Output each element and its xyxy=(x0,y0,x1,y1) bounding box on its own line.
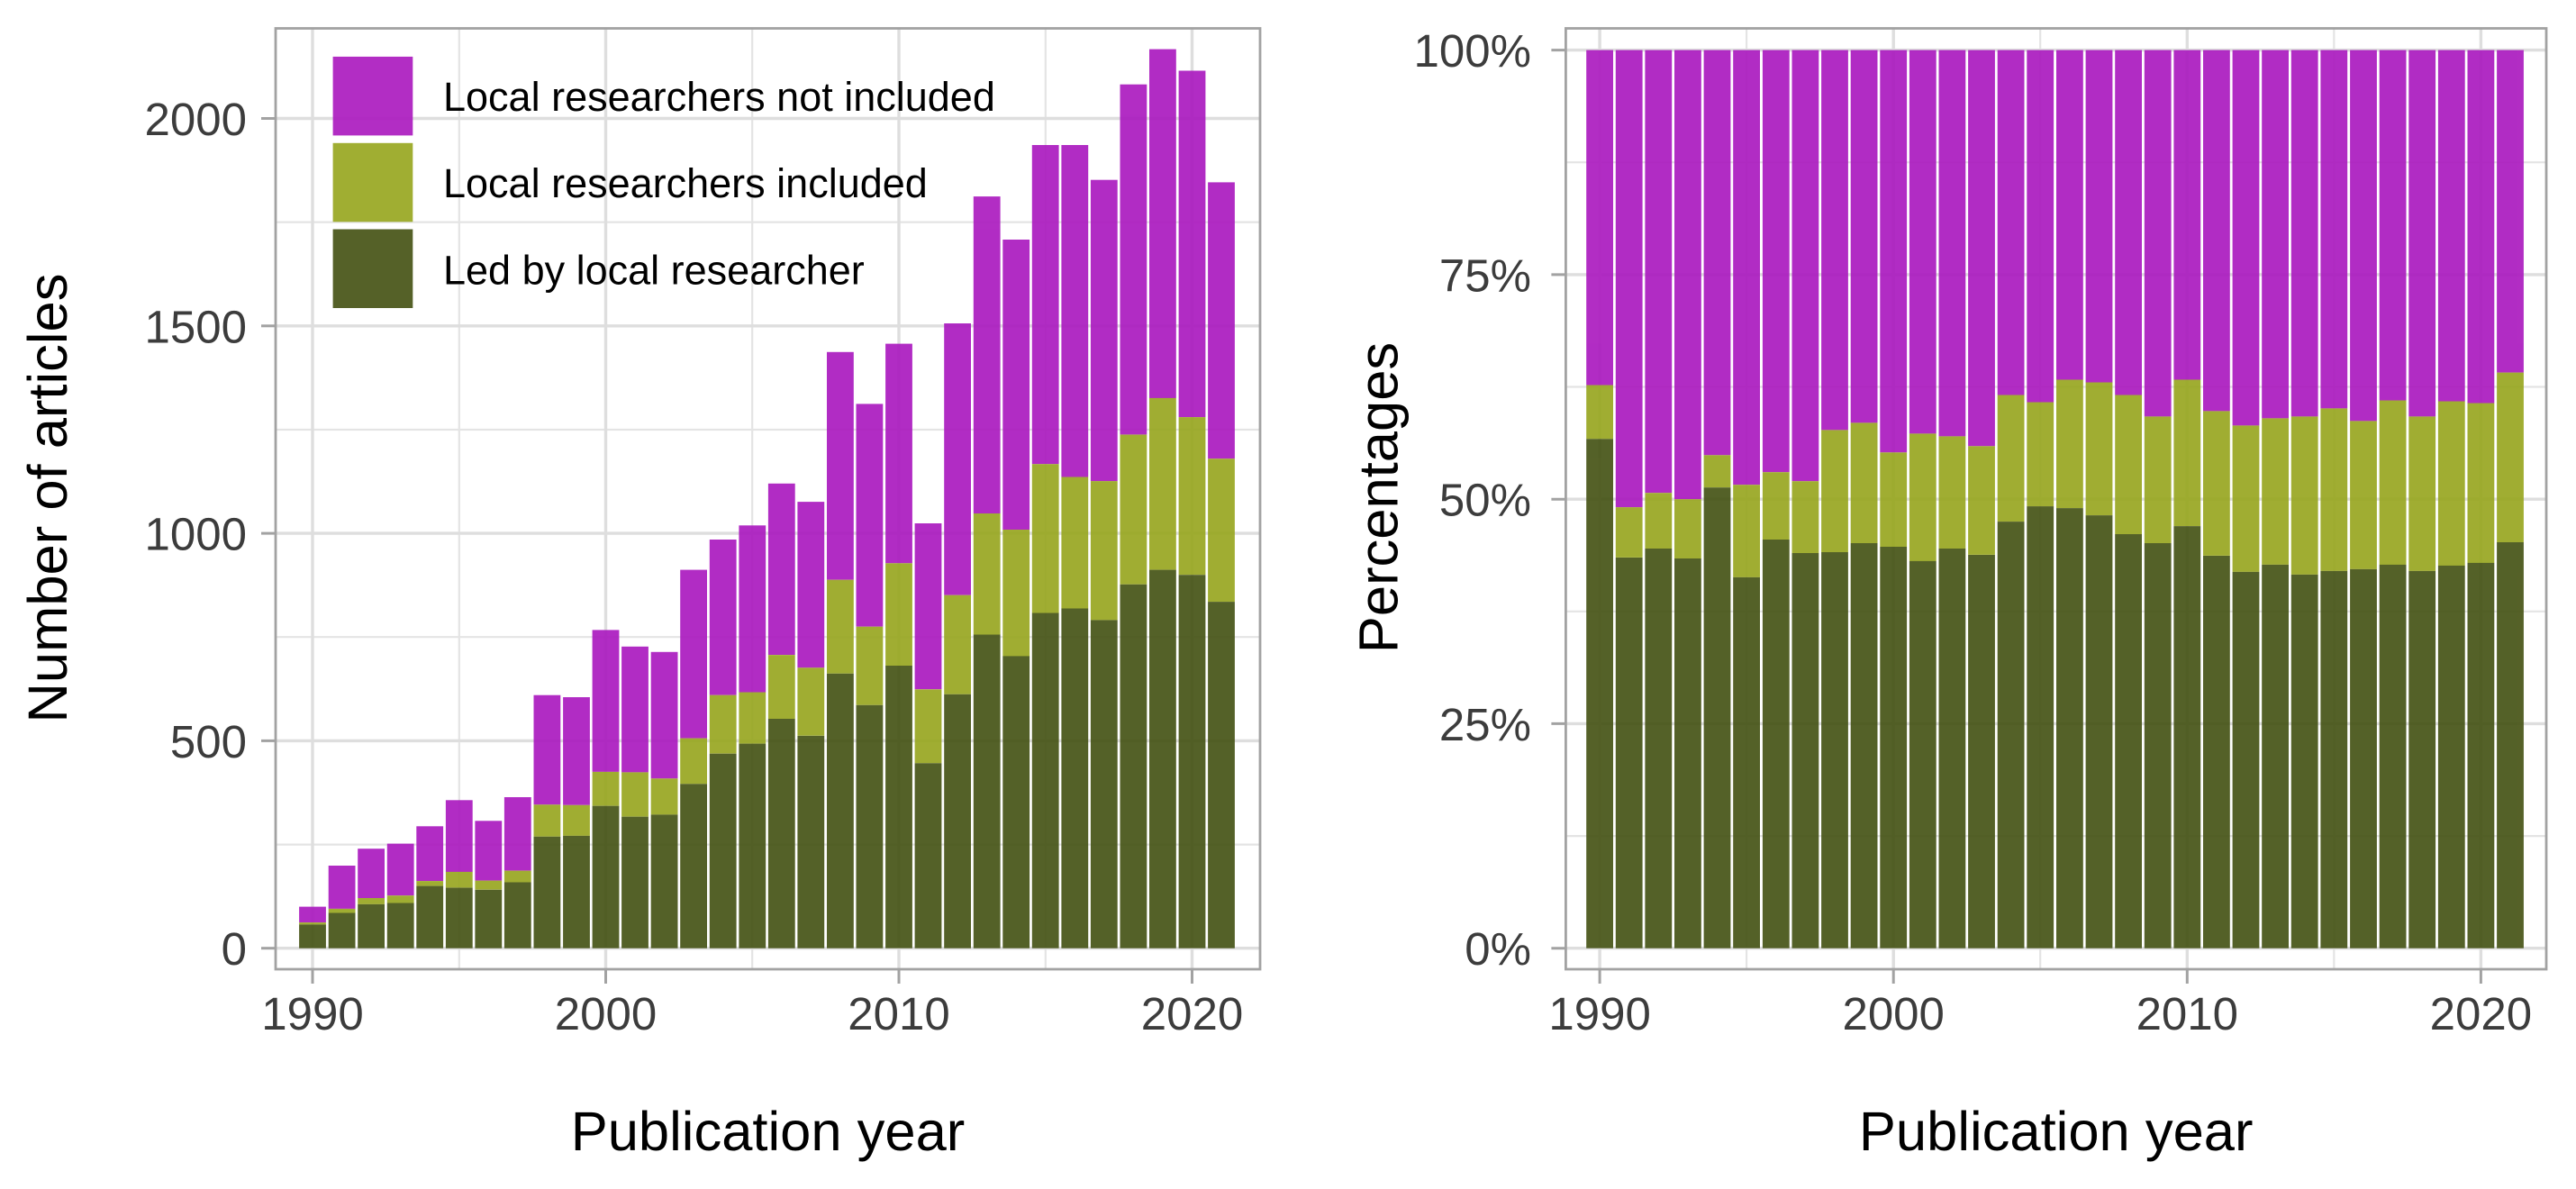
svg-text:1500: 1500 xyxy=(145,301,247,352)
svg-text:500: 500 xyxy=(170,716,247,767)
svg-text:1000: 1000 xyxy=(145,509,247,560)
svg-text:Local researchers not included: Local researchers not included xyxy=(443,74,995,120)
svg-text:Publication year: Publication year xyxy=(1859,1101,2254,1163)
svg-text:Local researchers included: Local researchers included xyxy=(443,160,928,206)
svg-text:25%: 25% xyxy=(1439,699,1531,750)
svg-text:2010: 2010 xyxy=(2136,988,2238,1039)
svg-text:0: 0 xyxy=(222,923,247,975)
svg-text:0%: 0% xyxy=(1465,923,1531,975)
svg-text:50%: 50% xyxy=(1439,475,1531,526)
svg-text:2000: 2000 xyxy=(145,94,247,145)
svg-text:Publication year: Publication year xyxy=(571,1101,966,1163)
svg-text:1990: 1990 xyxy=(261,988,363,1039)
svg-text:100%: 100% xyxy=(1414,25,1531,77)
svg-text:2010: 2010 xyxy=(848,988,949,1039)
svg-text:Led by local researcher: Led by local researcher xyxy=(443,248,865,294)
svg-text:2020: 2020 xyxy=(2430,988,2532,1039)
svg-text:2000: 2000 xyxy=(555,988,657,1039)
svg-text:Percentages: Percentages xyxy=(1348,342,1410,653)
svg-text:2000: 2000 xyxy=(1842,988,1944,1039)
svg-text:75%: 75% xyxy=(1439,250,1531,301)
svg-text:1990: 1990 xyxy=(1548,988,1650,1039)
svg-text:2020: 2020 xyxy=(1141,988,1243,1039)
svg-text:Number of articles: Number of articles xyxy=(17,274,79,723)
